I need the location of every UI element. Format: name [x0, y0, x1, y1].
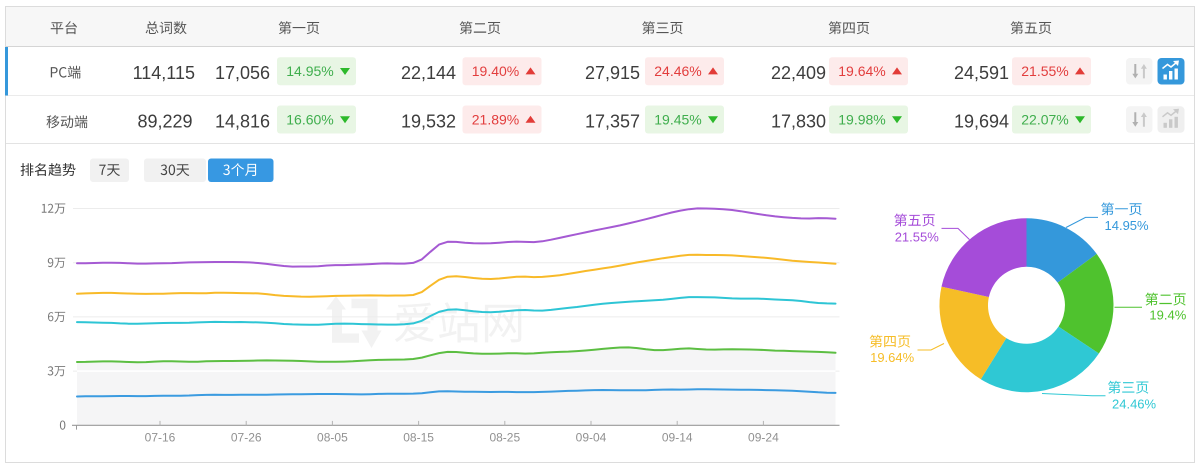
svg-text:17,056: 17,056	[215, 63, 270, 83]
svg-text:24,591: 24,591	[954, 63, 1009, 83]
svg-text:22.07%: 22.07%	[1021, 112, 1068, 128]
svg-text:08-05: 08-05	[317, 431, 348, 445]
svg-text:89,229: 89,229	[137, 111, 192, 131]
svg-text:19,532: 19,532	[401, 111, 456, 131]
svg-text:19.45%: 19.45%	[654, 112, 701, 128]
svg-text:09-14: 09-14	[662, 431, 693, 445]
svg-text:19,694: 19,694	[954, 111, 1009, 131]
svg-text:09-24: 09-24	[748, 431, 779, 445]
svg-text:21.55%: 21.55%	[895, 230, 940, 245]
svg-text:08-15: 08-15	[403, 431, 434, 445]
svg-text:21.89%: 21.89%	[472, 112, 519, 128]
svg-text:19.40%: 19.40%	[472, 63, 519, 79]
svg-text:09-04: 09-04	[576, 431, 607, 445]
svg-text:24.46%: 24.46%	[654, 63, 701, 79]
svg-text:17,830: 17,830	[771, 111, 826, 131]
svg-text:21.55%: 21.55%	[1021, 63, 1068, 79]
svg-text:14.95%: 14.95%	[1105, 218, 1150, 233]
svg-text:22,144: 22,144	[401, 63, 456, 83]
svg-text:07-26: 07-26	[231, 431, 262, 445]
svg-text:16.60%: 16.60%	[286, 112, 333, 128]
svg-text:14.95%: 14.95%	[286, 63, 333, 79]
svg-text:22,409: 22,409	[771, 63, 826, 83]
svg-text:19.64%: 19.64%	[838, 63, 885, 79]
svg-text:27,915: 27,915	[585, 63, 640, 83]
svg-text:07-16: 07-16	[145, 431, 176, 445]
svg-text:08-25: 08-25	[489, 431, 520, 445]
svg-text:19.4%: 19.4%	[1149, 308, 1186, 323]
svg-text:19.64%: 19.64%	[870, 350, 915, 365]
svg-text:17,357: 17,357	[585, 111, 640, 131]
svg-text:14,816: 14,816	[215, 111, 270, 131]
svg-text:19.98%: 19.98%	[838, 112, 885, 128]
svg-text:24.46%: 24.46%	[1112, 397, 1157, 412]
svg-text:114,115: 114,115	[133, 63, 195, 83]
